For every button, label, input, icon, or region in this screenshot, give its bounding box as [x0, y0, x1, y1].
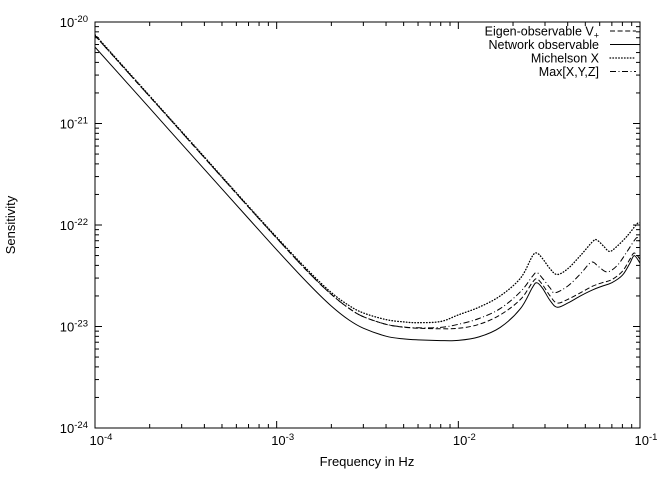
x-tick-label: 10-3	[271, 432, 294, 448]
curve-dashdot	[95, 35, 640, 329]
y-tick-label: 10-21	[60, 116, 88, 132]
legend-label-dotted: Michelson X	[531, 52, 600, 66]
curve-solid	[95, 46, 640, 342]
curve-dashed	[95, 35, 640, 330]
x-axis-label: Frequency in Hz	[320, 454, 415, 469]
legend-label-dashdot: Max[X,Y,Z]	[539, 65, 599, 79]
y-tick-label: 10-20	[60, 14, 88, 30]
y-tick-label: 10-24	[60, 420, 88, 436]
x-tick-label: 10-2	[453, 432, 476, 448]
legend-label-dashed: Eigen-observable V+	[485, 25, 599, 41]
y-axis-label: Sensitivity	[3, 195, 18, 254]
x-tick-label: 10-4	[90, 432, 113, 448]
x-tick-label: 10-1	[635, 432, 658, 448]
y-tick-label: 10-22	[60, 217, 88, 233]
y-tick-label: 10-23	[60, 319, 88, 335]
curve-dotted	[95, 34, 640, 324]
legend-label-solid: Network observable	[489, 38, 600, 52]
plot-frame	[94, 21, 641, 429]
